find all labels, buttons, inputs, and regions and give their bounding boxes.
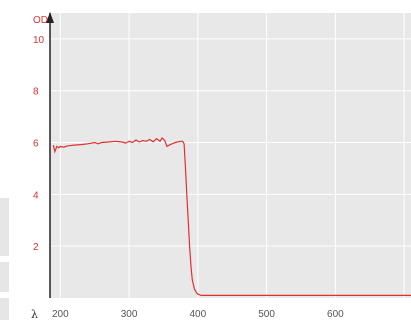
- grid-lines: [50, 13, 411, 298]
- x-tick-label: 200: [52, 309, 69, 320]
- x-tick-label: 500: [258, 309, 275, 320]
- y-axis-arrow-icon: [46, 12, 54, 23]
- y-tick-label: 4: [33, 190, 39, 201]
- side-panel-strip: [0, 262, 9, 292]
- y-tick-label: 8: [33, 87, 39, 98]
- y-tick-label: 2: [33, 242, 39, 253]
- series-line: [52, 136, 411, 296]
- x-tick-label: 600: [327, 309, 344, 320]
- side-panel-strip: [0, 198, 9, 256]
- side-panel-strip: [0, 298, 9, 320]
- x-tick-labels: 200 300 400 500 600: [52, 309, 344, 320]
- y-tick-labels: 2 4 6 8 10: [33, 35, 45, 253]
- x-axis-label: λ: [31, 308, 38, 320]
- y-tick-label: 6: [33, 139, 39, 150]
- y-tick-label: 10: [33, 35, 45, 46]
- y-axis-label: OD: [33, 15, 48, 26]
- plot-area: [50, 13, 411, 298]
- x-tick-label: 400: [189, 309, 206, 320]
- x-tick-label: 300: [121, 309, 138, 320]
